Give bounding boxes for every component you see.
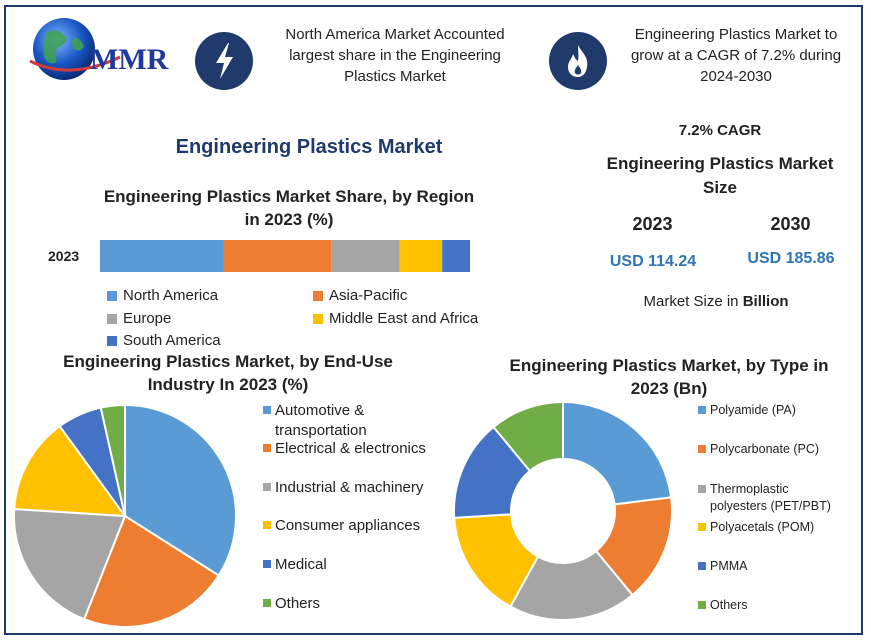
bar-segment-asia-pacific	[223, 240, 332, 272]
market-size-unit: Market Size in Billion	[643, 293, 789, 310]
main-title: Engineering Plastics Market	[175, 136, 443, 158]
region-stacked-bar	[100, 240, 470, 272]
logo-text: MMR	[90, 43, 169, 76]
enduse-legend-others: Others	[263, 594, 448, 614]
enduse-legend-medical: Medical	[263, 555, 448, 575]
type-legend-polycarbonate: Polycarbonate (PC)	[698, 441, 848, 458]
region-bar-category-label: 2023	[48, 248, 80, 264]
enduse-slice-2	[82, 514, 221, 628]
year-2023-label: 2023	[632, 214, 673, 234]
bar-segment-middle-east-and-africa	[399, 240, 443, 272]
cagr-label: 7.2% CAGR	[678, 122, 762, 139]
globe-icon: MMR	[29, 18, 169, 80]
legend-asia-pacific: Asia-Pacific	[313, 287, 407, 305]
type-legend-thermoplastic: Thermoplastic polyesters (PET/PBT)	[698, 481, 848, 515]
mmr-logo: MMR	[16, 15, 181, 85]
year-2030-label: 2030	[770, 214, 811, 234]
type-legend-polyamide: Polyamide (PA)	[698, 402, 848, 419]
legend-south-america: South America	[107, 332, 221, 350]
bar-segment-south-america	[442, 240, 470, 272]
enduse-legend-industrial: Industrial & machinery	[263, 478, 448, 498]
legend-middle-east-africa: Middle East and Africa	[313, 310, 478, 328]
type-legend-polyacetals: Polyacetals (POM)	[698, 519, 848, 536]
enduse-legend-consumer: Consumer appliances	[263, 516, 448, 536]
enduse-slice-4	[13, 424, 128, 518]
value-2030: USD 185.86	[747, 250, 835, 267]
header-box1-text: North America Market Accounted largest s…	[285, 26, 505, 85]
enduse-slice-6	[99, 403, 126, 517]
type-legend-pmma: PMMA	[698, 558, 848, 575]
type-legend-others: Others	[698, 597, 848, 614]
bar-segment-europe	[331, 240, 400, 272]
enduse-slice-3	[13, 507, 127, 621]
legend-north-america: North America	[107, 287, 218, 305]
enduse-legend-electrical: Electrical & electronics	[263, 439, 448, 459]
enduse-pie-chart	[13, 403, 237, 628]
legend-europe: Europe	[107, 310, 171, 328]
market-size-title: Engineering Plastics Market Size	[606, 154, 834, 197]
bar-segment-north-america	[100, 240, 224, 272]
type-chart-title: Engineering Plastics Market, by Type in …	[509, 356, 829, 398]
enduse-legend-automotive: Automotive & transportation	[263, 401, 443, 441]
type-slice-6	[492, 400, 564, 473]
flame-icon	[549, 32, 607, 90]
type-donut-chart	[453, 400, 673, 621]
header-box2-text: Engineering Plastics Market to grow at a…	[630, 26, 842, 85]
value-2023: USD 114.24	[609, 253, 697, 270]
lightning-icon	[195, 32, 253, 90]
enduse-chart-title: Engineering Plastics Market, by End-Use …	[63, 352, 393, 394]
infographic-frame	[4, 5, 863, 635]
type-slice-1	[562, 400, 673, 506]
region-chart-title: Engineering Plastics Market Share, by Re…	[103, 187, 475, 229]
